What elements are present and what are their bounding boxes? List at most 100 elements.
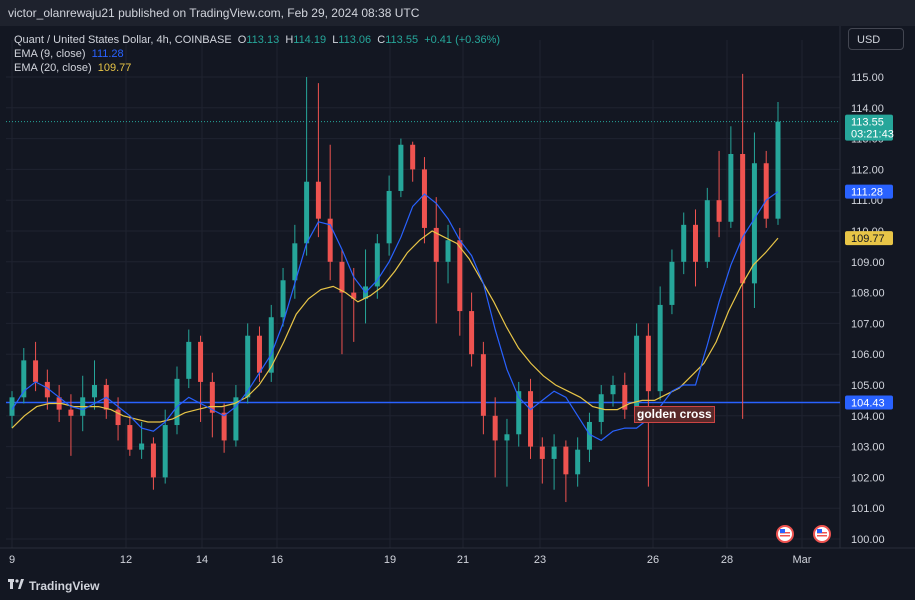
y-tick-label: 112.00	[851, 164, 884, 176]
ema20-label: EMA (20, close)	[14, 62, 92, 74]
candle-body	[127, 425, 133, 450]
price-tag-label: 113.55	[851, 117, 884, 129]
golden-cross-annotation: golden cross	[634, 406, 715, 423]
low-label: L	[332, 34, 339, 46]
ema20-row[interactable]: EMA (20, close) 109.77	[14, 61, 500, 75]
candle-body	[669, 261, 675, 305]
y-tick-label: 101.00	[851, 503, 885, 515]
candle-body	[433, 227, 439, 262]
publisher-bar: victor_olanrewaju21 published on Trading…	[0, 0, 915, 26]
candle-body	[280, 280, 286, 318]
candle-body	[551, 446, 557, 459]
candle-body	[162, 425, 168, 478]
ema20-line	[11, 230, 779, 429]
change-value: +0.41 (+0.36%)	[424, 34, 501, 46]
high-label: H	[285, 34, 294, 46]
candle-body	[68, 409, 74, 416]
y-tick-label: 106.00	[851, 349, 885, 361]
y-tick-label: 115.00	[851, 72, 884, 84]
y-tick-label: 104.00	[851, 411, 885, 423]
ema20-value: 109.77	[97, 62, 132, 74]
open-label: O	[237, 34, 247, 46]
candle-body	[198, 341, 204, 382]
candle-body	[398, 144, 404, 191]
y-tick-label: 102.00	[851, 472, 885, 484]
price-tag	[845, 114, 893, 141]
close-label: C	[377, 34, 386, 46]
candle-body	[221, 412, 227, 441]
candle-body	[9, 397, 15, 416]
candle-body	[516, 391, 522, 435]
candle-body	[268, 317, 274, 373]
price-tag-label: 104.43	[851, 398, 885, 410]
x-tick-label: 16	[271, 554, 283, 566]
candle-body	[457, 240, 463, 312]
candle-body	[775, 121, 781, 219]
candle-body	[292, 243, 298, 281]
candle-body	[610, 385, 616, 395]
x-tick-label: 28	[721, 554, 733, 566]
ema9-label: EMA (9, close)	[14, 48, 86, 60]
x-tick-label: 12	[120, 554, 132, 566]
footer-bar: TradingView	[0, 574, 915, 600]
candle-body	[44, 381, 50, 398]
candle-body	[763, 163, 769, 219]
price-tag-label: 111.28	[851, 187, 883, 199]
tradingview-brand: TradingView	[29, 579, 100, 593]
tradingview-logo-icon	[8, 579, 24, 591]
candle-body	[751, 163, 757, 284]
candle-body	[256, 335, 262, 373]
candle-body	[421, 169, 427, 228]
tradingview-logo[interactable]: TradingView	[8, 579, 99, 593]
price-tag-countdown: 03:21:43	[851, 129, 894, 141]
ema9-value: 111.28	[91, 48, 124, 60]
candle-body	[716, 200, 722, 222]
candle-body	[539, 446, 545, 459]
candle-body	[209, 381, 215, 413]
candle-body	[233, 397, 239, 441]
candle-body	[150, 443, 156, 478]
symbol-label: Quant / United States Dollar, 4h, COINBA…	[14, 34, 232, 46]
candle-body	[740, 154, 746, 284]
candle-body	[174, 378, 180, 426]
price-tag-label: 109.77	[851, 233, 885, 245]
candle-body	[657, 304, 663, 392]
x-tick-label: 21	[457, 554, 469, 566]
y-tick-label: 109.00	[851, 257, 885, 269]
y-tick-label: 100.00	[851, 534, 885, 546]
candle-body	[386, 190, 392, 244]
currency-button[interactable]: USD	[848, 28, 904, 50]
y-tick-label: 108.00	[851, 288, 885, 300]
x-tick-label: 19	[384, 554, 396, 566]
price-tag	[845, 395, 893, 410]
candle-body	[445, 240, 451, 262]
us-flag-icon[interactable]	[813, 525, 831, 543]
candle-body	[351, 292, 357, 299]
ohlc-row: Quant / United States Dollar, 4h, COINBA…	[14, 33, 500, 47]
candle-body	[304, 181, 310, 244]
candle-body	[469, 311, 475, 355]
high-value: 114.19	[293, 34, 327, 46]
publisher-text: victor_olanrewaju21 published on Trading…	[8, 6, 420, 20]
candle-body	[480, 354, 486, 416]
candle-body	[245, 335, 251, 398]
price-tag	[845, 184, 893, 199]
close-value: 113.55	[385, 34, 419, 46]
candle-body	[634, 335, 640, 410]
price-tag	[845, 231, 893, 246]
x-tick-label: 14	[196, 554, 208, 566]
candle-body	[339, 261, 345, 293]
chart-legend: Quant / United States Dollar, 4h, COINBA…	[14, 33, 500, 75]
candle-body	[681, 224, 687, 262]
y-tick-label: 114.00	[851, 103, 884, 115]
us-flag-icon[interactable]	[776, 525, 794, 543]
y-tick-label: 107.00	[851, 318, 885, 330]
candle-body	[315, 181, 321, 219]
candle-body	[186, 341, 192, 379]
y-tick-label: 105.00	[851, 380, 885, 392]
x-tick-label: 26	[647, 554, 659, 566]
ema9-row[interactable]: EMA (9, close) 111.28	[14, 47, 500, 61]
candle-body	[115, 409, 121, 426]
x-tick-label: 23	[534, 554, 546, 566]
